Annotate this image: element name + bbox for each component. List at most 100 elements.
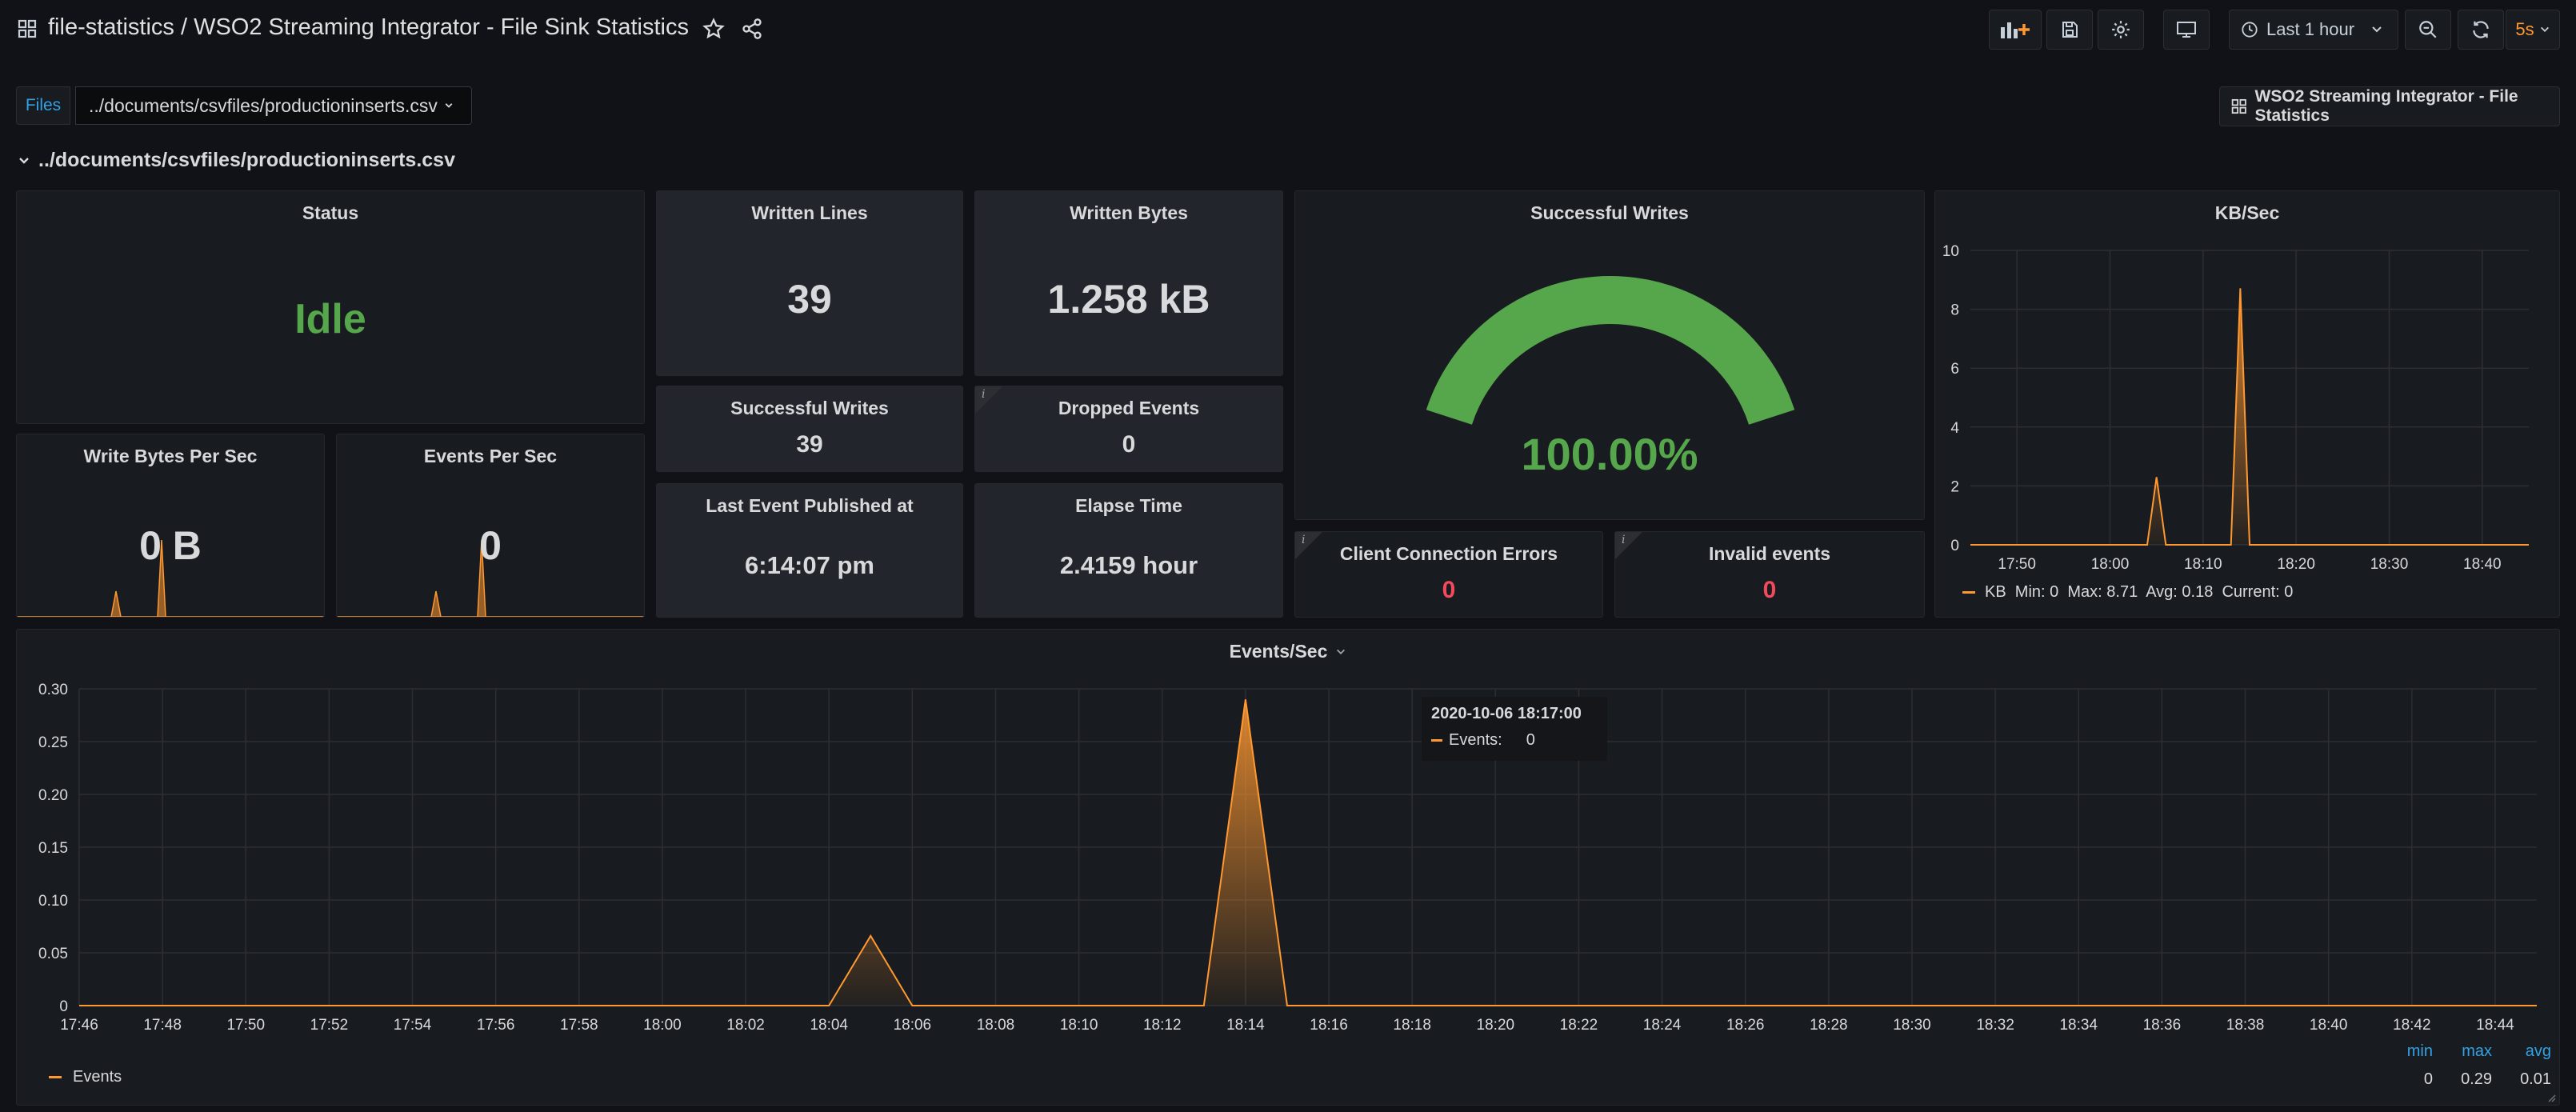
write-bytes-per-sec-value: 0 B [139,523,202,568]
info-icon[interactable]: i [1622,534,1626,546]
info-icon[interactable]: i [1302,534,1306,546]
info-icon[interactable]: i [982,388,986,401]
series-area [1970,288,2529,545]
legend-min-value: 0 [2423,1070,2433,1088]
client-connection-errors-panel: i Client Connection Errors 0 [1294,531,1603,618]
star-icon[interactable] [702,18,725,44]
sparkline-area [17,539,324,617]
x-tick-label: 18:36 [2143,1017,2182,1034]
write-bytes-per-sec-panel: Write Bytes Per Sec 0 B [16,434,325,618]
x-tick-label: 18:00 [643,1017,682,1034]
invalid-events-value: 0 [1762,577,1777,603]
chart-tooltip: 2020-10-06 18:17:00 Events: 0 [1422,697,1607,761]
x-tick-label: 18:26 [1726,1017,1765,1034]
elapse-time-panel: Elapse Time 2.4159 hour [974,483,1283,618]
x-tick-label: 17:58 [560,1017,598,1034]
panel-title: Events Per Sec [423,446,558,466]
y-tick-label: 2 [1950,478,1959,495]
info-corner[interactable] [975,386,1002,414]
page-title[interactable]: file-statistics / WSO2 Streaming Integra… [48,14,689,40]
x-tick-label: 18:34 [2059,1017,2098,1034]
client-errors-value: 0 [1442,577,1456,603]
x-tick-label: 18:08 [977,1017,1015,1034]
events-per-sec-value: 0 [479,523,502,568]
x-tick-label: 17:48 [143,1017,182,1034]
tv-mode-button[interactable] [2163,10,2210,50]
legend-stats-table: min max avg 0 0.29 0.01 [2374,1042,2551,1089]
add-panel-button[interactable] [1989,10,2042,50]
x-tick-label: 18:20 [2277,556,2315,573]
row-header[interactable]: ../documents/csvfiles/productioninserts.… [18,149,455,172]
legend-swatch [49,1076,62,1078]
y-tick-label: 0.30 [38,682,68,698]
dashboard-link-button[interactable]: WSO2 Streaming Integrator - File Statist… [2219,86,2560,126]
legend-swatch [1962,591,1975,594]
info-corner[interactable] [1295,532,1322,559]
y-tick-label: 8 [1950,302,1959,319]
panel-title: Successful Writes [1530,202,1689,223]
zoom-out-icon [2419,21,2437,38]
time-picker-button[interactable]: Last 1 hour [2229,10,2398,50]
x-tick-label: 17:50 [226,1017,265,1034]
events-chart[interactable]: 0 0.05 0.10 0.15 0.20 0.25 0.30 17:46 17:48 17:50… [17,630,2561,1106]
panel-title: Dropped Events [1058,398,1200,418]
refresh-button[interactable] [2458,10,2504,50]
save-dashboard-button[interactable] [2046,10,2093,50]
x-tick-label: 17:46 [60,1017,98,1034]
x-tick-label: 17:56 [477,1017,515,1034]
sparkline [337,539,644,617]
x-tick-label: 18:18 [1393,1017,1431,1034]
x-tick-label: 18:32 [1976,1017,2014,1034]
panel-title[interactable]: Events/Sec [17,641,2559,662]
files-variable-select[interactable]: ../documents/csvfiles/productioninserts.… [75,86,472,125]
y-tick-label: 0.05 [38,946,68,962]
legend-min-header[interactable]: min [2406,1042,2433,1060]
y-tick-label: 0 [59,998,68,1015]
y-tick-label: 0 [1950,538,1959,554]
x-tick-label: 18:02 [726,1017,765,1034]
events-per-sec-stat-panel: Events Per Sec 0 [336,434,645,618]
y-tick-label: 6 [1950,361,1959,378]
events-per-sec-chart-panel: Events/Sec 0 0.05 0.10 0.15 0.20 0.25 0.30 17:4… [16,629,2560,1106]
gauge-value: 100.00% [1521,429,1698,479]
info-corner[interactable] [1615,532,1642,559]
kb-legend[interactable]: KB Min: 0 Max: 8.71 Avg: 0.18 Current: 0 [1962,583,2293,602]
x-tick-label: 18:28 [1810,1017,1848,1034]
written-lines-panel: Written Lines 39 [656,190,963,376]
x-tick-label: 18:12 [1143,1017,1182,1034]
y-tick-label: 0.25 [38,734,68,751]
y-tick-label: 0.15 [38,840,68,857]
resize-handle[interactable] [2546,1092,2556,1106]
events-chart-title: Events/Sec [1229,641,1328,662]
series-line [79,699,2537,1006]
x-tick-label: 18:00 [2091,556,2130,573]
events-legend[interactable]: Events [49,1068,122,1086]
invalid-events-panel: i Invalid events 0 [1614,531,1925,618]
events-legend-name: Events [73,1068,122,1086]
written-bytes-value: 1.258 kB [1047,277,1210,322]
top-navbar: file-statistics / WSO2 Streaming Integra… [0,0,2576,59]
monitor-icon [2177,22,2196,38]
settings-button[interactable] [2098,10,2144,50]
x-tick-label: 18:30 [1893,1017,1931,1034]
kb-chart[interactable]: 0 2 4 6 8 10 17:50 18:00 18:10 18:20 18:30 18:40 [1935,191,2561,618]
row-title: ../documents/csvfiles/productioninserts.… [38,149,455,171]
dashboard-grid-icon[interactable] [18,19,37,38]
refresh-interval-picker[interactable]: 5s [2506,10,2560,50]
files-variable-value: ../documents/csvfiles/productioninserts.… [89,94,438,116]
share-icon[interactable] [741,18,763,44]
chevron-down-icon [19,157,29,164]
written-lines-value: 39 [787,277,832,322]
series-line [1970,288,2529,546]
chevron-down-icon [2540,26,2549,32]
time-range-label: Last 1 hour [2266,19,2355,39]
legend-avg-header[interactable]: avg [2525,1042,2551,1060]
x-tick-label: 18:44 [2476,1017,2514,1034]
legend-max-header[interactable]: max [2462,1042,2492,1060]
clock-icon [2242,22,2258,38]
written-bytes-panel: Written Bytes 1.258 kB [974,190,1283,376]
x-tick-label: 17:52 [310,1017,349,1034]
zoom-out-button[interactable] [2405,10,2451,50]
panel-title: Write Bytes Per Sec [83,446,258,466]
successful-writes-value: 39 [796,431,823,458]
